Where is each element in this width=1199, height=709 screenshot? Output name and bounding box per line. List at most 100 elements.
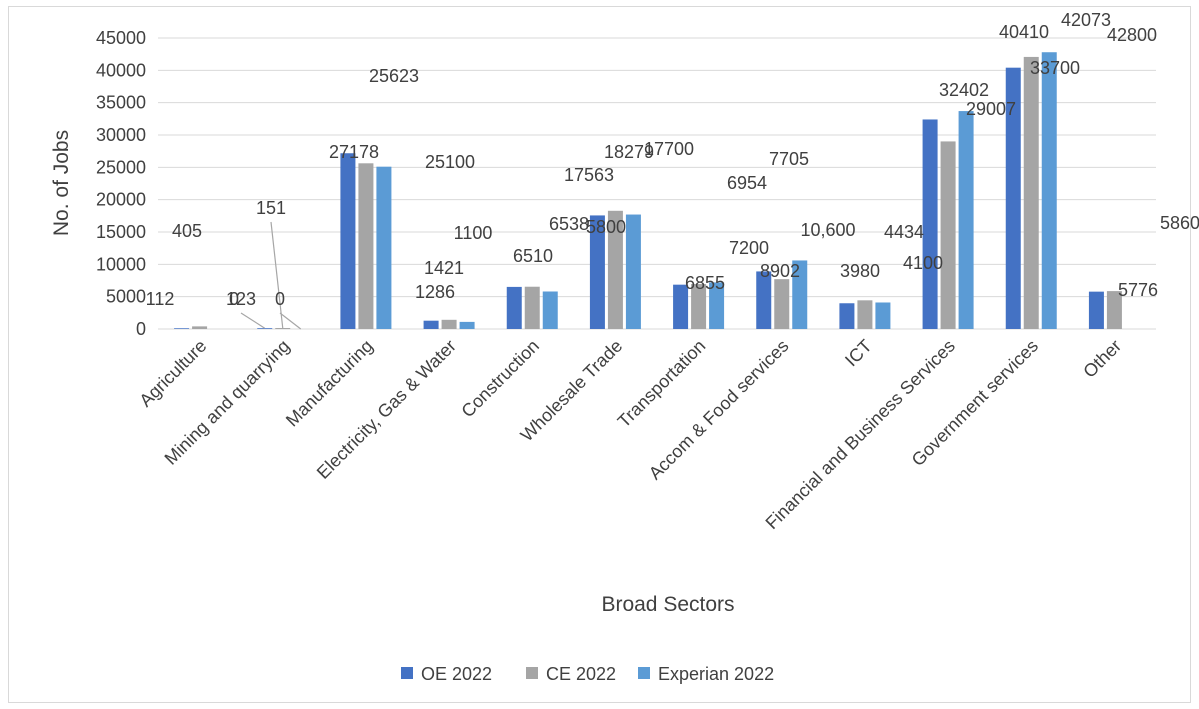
bar-2-7 bbox=[792, 260, 808, 329]
leader-lines bbox=[240, 221, 302, 330]
bar-2-10 bbox=[1041, 52, 1057, 330]
category-label: Construction bbox=[457, 336, 543, 422]
data-label: 1100 bbox=[454, 223, 493, 243]
data-label: 25100 bbox=[425, 152, 475, 172]
legend-swatch bbox=[638, 667, 650, 679]
data-label: 32402 bbox=[939, 80, 989, 100]
bar-1-4 bbox=[524, 286, 540, 329]
bar-2-5 bbox=[625, 214, 641, 329]
data-label: 25623 bbox=[369, 66, 419, 86]
bars bbox=[174, 52, 1122, 330]
leader-line bbox=[270, 221, 284, 329]
data-label: 18279 bbox=[604, 142, 654, 162]
bar-1-8 bbox=[857, 300, 873, 329]
y-tick-label: 45000 bbox=[96, 28, 146, 48]
legend-label: Experian 2022 bbox=[658, 664, 774, 684]
y-axis-title: No. of Jobs bbox=[50, 130, 73, 236]
y-tick-label: 20000 bbox=[96, 190, 146, 210]
bar-1-2 bbox=[358, 163, 374, 329]
bar-0-9 bbox=[922, 119, 938, 329]
data-label: 29007 bbox=[966, 99, 1016, 119]
y-tick-label: 5000 bbox=[106, 287, 146, 307]
data-label: 42800 bbox=[1107, 25, 1157, 45]
data-label: 5800 bbox=[586, 217, 626, 237]
chart-frame bbox=[8, 6, 1191, 703]
bar-2-9 bbox=[958, 111, 974, 329]
bar-2-6 bbox=[709, 282, 725, 329]
data-label: 1286 bbox=[415, 282, 455, 302]
y-tick-label: 35000 bbox=[96, 93, 146, 113]
bar-0-8 bbox=[839, 303, 855, 329]
leader-line bbox=[279, 312, 302, 330]
bar-1-10 bbox=[1023, 56, 1039, 330]
category-label: Electricity, Gas & Water bbox=[313, 336, 460, 483]
leader-line bbox=[240, 312, 266, 329]
data-label: 33700 bbox=[1030, 58, 1080, 78]
bar-1-6 bbox=[691, 284, 707, 329]
category-label: Agriculture bbox=[135, 336, 210, 411]
bar-0-5 bbox=[589, 215, 605, 329]
bar-1-9 bbox=[940, 141, 956, 329]
bar-2-4 bbox=[542, 291, 558, 329]
data-label: 151 bbox=[256, 198, 286, 218]
bar-0-1 bbox=[257, 328, 273, 329]
bar-2-8 bbox=[875, 302, 891, 329]
legend: OE 2022 CE 2022 Experian 2022 bbox=[401, 664, 774, 684]
y-axis-ticks: 0 5000 10000 15000 20000 25000 30000 35000 40000… bbox=[96, 28, 146, 339]
bar-1-0 bbox=[192, 326, 208, 329]
bar-0-6 bbox=[673, 284, 689, 329]
bar-0-0 bbox=[174, 328, 190, 329]
data-label: 6855 bbox=[685, 273, 725, 293]
bar-1-3 bbox=[441, 319, 457, 329]
y-tick-label: 15000 bbox=[96, 222, 146, 242]
bar-0-4 bbox=[506, 286, 522, 329]
bar-1-11 bbox=[1106, 291, 1122, 329]
data-label: 17563 bbox=[564, 165, 614, 185]
bar-0-10 bbox=[1005, 67, 1021, 329]
data-label: 112 bbox=[146, 289, 175, 309]
category-label: ICT bbox=[841, 336, 876, 371]
data-label: 405 bbox=[172, 221, 202, 241]
data-label: 17700 bbox=[644, 139, 694, 159]
category-label: Manufacturing bbox=[282, 336, 377, 431]
legend-label: OE 2022 bbox=[421, 664, 492, 684]
gridlines bbox=[158, 37, 1156, 330]
legend-swatch bbox=[401, 667, 413, 679]
data-labels: 112 123 27178 1286 6510 17563 6855 8902 3980 3240… bbox=[146, 10, 1199, 309]
data-label: 27178 bbox=[329, 142, 379, 162]
data-label: 40410 bbox=[999, 22, 1049, 42]
data-label: 8902 bbox=[760, 261, 800, 281]
data-label: 4434 bbox=[884, 222, 924, 242]
category-label: Transportation bbox=[614, 336, 710, 432]
data-label: 123 bbox=[226, 289, 256, 309]
data-label: 5860 bbox=[1160, 213, 1199, 233]
legend-label: CE 2022 bbox=[546, 664, 616, 684]
y-tick-label: 30000 bbox=[96, 125, 146, 145]
data-label: 1421 bbox=[424, 258, 464, 278]
bar-0-11 bbox=[1088, 291, 1104, 329]
x-axis-title: Broad Sectors bbox=[601, 593, 734, 616]
data-label: 42073 bbox=[1061, 10, 1111, 30]
bar-0-3 bbox=[423, 320, 439, 329]
category-label: Other bbox=[1079, 336, 1125, 382]
bar-1-7 bbox=[774, 279, 790, 329]
data-label: 6538 bbox=[549, 214, 589, 234]
data-label: 3980 bbox=[840, 261, 880, 281]
data-label: 10,600 bbox=[800, 220, 855, 240]
data-label: 6954 bbox=[727, 173, 767, 193]
bar-1-1 bbox=[275, 328, 291, 329]
bar-1-5 bbox=[607, 210, 623, 329]
data-label: 6510 bbox=[513, 246, 553, 266]
category-label: Accom & Food services bbox=[645, 336, 793, 484]
data-label: 7705 bbox=[769, 149, 809, 169]
data-label: 5776 bbox=[1118, 280, 1158, 300]
bar-0-7 bbox=[756, 271, 772, 329]
data-label: 0 bbox=[229, 289, 239, 309]
y-tick-label: 40000 bbox=[96, 60, 146, 80]
y-tick-label: 25000 bbox=[96, 157, 146, 177]
y-tick-label: 0 bbox=[136, 319, 146, 339]
data-label: 7200 bbox=[729, 238, 769, 258]
